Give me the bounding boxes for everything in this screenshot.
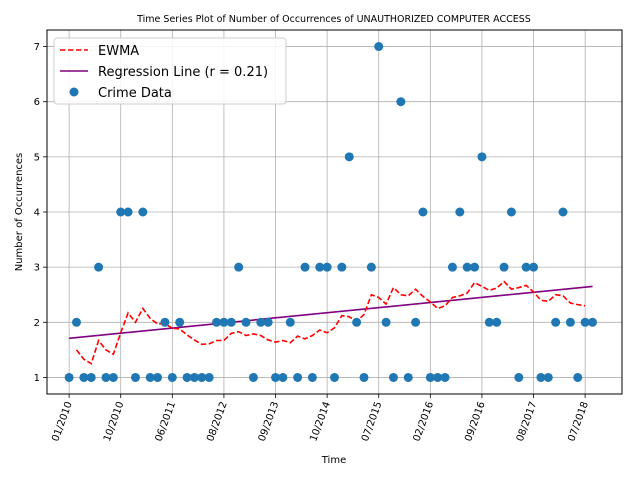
crime-data-point xyxy=(197,372,207,382)
crime-data-point xyxy=(256,317,266,327)
crime-data-point xyxy=(565,317,575,327)
y-tick-label: 4 xyxy=(34,208,40,219)
crime-data-point xyxy=(492,317,502,327)
crime-data-point xyxy=(330,372,339,382)
crime-data-point xyxy=(337,262,347,272)
crime-data-point xyxy=(108,372,118,382)
crime-data-point xyxy=(175,317,185,327)
crime-data-point xyxy=(381,317,391,327)
legend-ewma-label: EWMA xyxy=(98,44,139,59)
crime-data-point xyxy=(477,152,487,162)
legend: EWMA Regression Line (r = 0.21) Crime Da… xyxy=(53,37,287,105)
y-axis-label: Number of Occurrences xyxy=(14,153,25,272)
crime-data-point xyxy=(263,317,273,327)
crime-data-point xyxy=(167,372,177,382)
crime-data-point xyxy=(293,372,303,382)
crime-data-point xyxy=(352,317,362,327)
crime-data-point xyxy=(86,372,96,382)
crime-data-point xyxy=(499,262,509,272)
chart-title: Time Series Plot of Number of Occurrence… xyxy=(136,14,531,25)
crime-data-point xyxy=(248,372,258,382)
crime-data-point xyxy=(403,372,413,382)
crime-data-point xyxy=(212,317,222,327)
crime-data-point xyxy=(130,372,140,382)
crime-data-point xyxy=(425,372,435,382)
crime-data-point xyxy=(558,207,568,217)
crime-data-point xyxy=(484,317,494,327)
crime-data-point xyxy=(521,262,531,272)
regression-line xyxy=(69,285,593,340)
crime-data-point xyxy=(573,372,583,382)
crime-data-point xyxy=(307,372,317,382)
crime-data-point xyxy=(388,372,398,382)
legend-regression-label: Regression Line (r = 0.21) xyxy=(98,65,268,80)
crime-data-point xyxy=(64,372,74,382)
points-layer xyxy=(64,42,598,382)
crime-data-point xyxy=(315,262,325,272)
crime-data-point xyxy=(219,317,229,327)
crime-data-point xyxy=(455,207,465,217)
crime-data-point xyxy=(418,207,428,217)
crime-data-point xyxy=(300,262,310,272)
y-axis-ticks: 1 2 3 4 5 6 7 xyxy=(34,42,47,384)
crime-data-point xyxy=(514,372,524,382)
crime-data-point xyxy=(271,372,281,382)
crime-data-point xyxy=(543,372,553,382)
crime-data-point xyxy=(234,262,244,272)
y-tick-label: 5 xyxy=(34,152,40,163)
crime-data-point xyxy=(366,262,376,272)
y-tick-label: 3 xyxy=(34,263,40,274)
crime-data-point xyxy=(433,372,443,382)
crime-data-point xyxy=(411,317,421,327)
crime-data-point xyxy=(153,372,163,382)
crime-data-point xyxy=(322,262,332,272)
crime-data-point xyxy=(440,372,450,382)
crime-data-point xyxy=(396,97,406,107)
legend-box xyxy=(53,37,287,105)
crime-data-point xyxy=(462,262,472,272)
crime-data-point xyxy=(536,372,546,382)
regression-layer xyxy=(69,285,593,340)
crime-data-point xyxy=(204,372,214,382)
crime-data-point xyxy=(374,42,384,52)
crime-data-point xyxy=(189,372,199,382)
y-tick-label: 1 xyxy=(34,373,40,384)
crime-data-point xyxy=(447,262,457,272)
legend-crime-swatch xyxy=(69,87,79,97)
crime-data-point xyxy=(160,317,170,327)
crime-data-point xyxy=(94,262,104,272)
y-tick-label: 6 xyxy=(34,97,40,108)
crime-data-point xyxy=(182,372,192,382)
y-tick-label: 2 xyxy=(34,318,40,329)
crime-data-point xyxy=(344,152,354,162)
x-axis-label: Time xyxy=(321,455,346,466)
crime-data-point xyxy=(241,317,251,327)
crime-data-point xyxy=(116,207,126,217)
crime-data-point xyxy=(285,317,295,327)
crime-data-point xyxy=(123,207,133,217)
y-tick-label: 7 xyxy=(34,42,40,53)
crime-data-point xyxy=(529,262,539,272)
crime-data-point xyxy=(145,372,155,382)
crime-data-point xyxy=(226,317,236,327)
crime-data-point xyxy=(588,317,598,327)
crime-data-point xyxy=(101,372,111,382)
crime-data-point xyxy=(71,317,81,327)
crime-data-point xyxy=(359,372,369,382)
crime-data-point xyxy=(138,207,148,217)
crime-data-point xyxy=(470,262,480,272)
crime-data-point xyxy=(79,372,89,382)
crime-data-point xyxy=(506,207,516,217)
crime-data-point xyxy=(278,372,288,382)
crime-data-point xyxy=(551,317,561,327)
crime-data-point xyxy=(580,317,590,327)
legend-crime-label: Crime Data xyxy=(98,86,172,101)
